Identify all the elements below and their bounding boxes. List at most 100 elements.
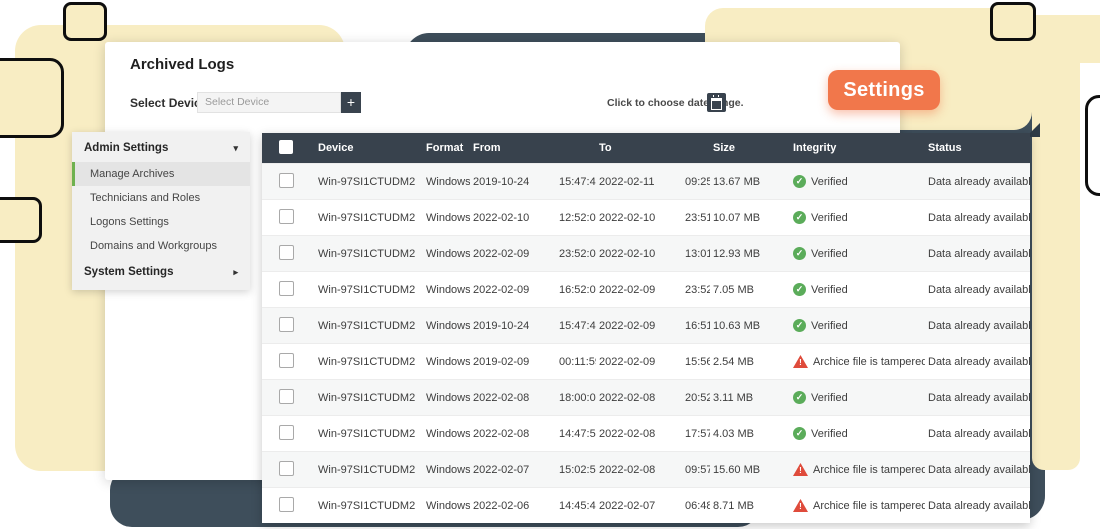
plus-icon: + xyxy=(346,94,356,110)
add-device-button[interactable]: + xyxy=(341,92,361,113)
check-icon xyxy=(793,247,806,260)
size-cell: 7.05 MB xyxy=(713,283,754,296)
status-cell: Data already available. xyxy=(928,175,1030,188)
from-date: 2022-02-09 xyxy=(473,247,530,260)
integrity-label: Archice file is tampered. xyxy=(813,355,925,368)
status-cell: Data already available. xyxy=(928,211,1030,224)
to-cell: 2022-02-08 20:52:33 xyxy=(596,392,710,404)
status-cell: Data already available. xyxy=(928,463,1030,476)
column-header-format[interactable]: Format xyxy=(426,142,464,154)
integrity-label: Verified xyxy=(811,391,848,404)
sidebar-item-admin-settings[interactable]: Admin Settings ▾ xyxy=(84,142,238,154)
from-date: 2022-02-09 xyxy=(473,283,530,296)
integrity-label: Verified xyxy=(811,283,848,296)
to-cell: 2022-02-09 23:52:01 xyxy=(596,284,710,296)
admin-settings-menu: Admin Settings ▾ Manage Archives Technic… xyxy=(72,132,250,290)
from-cell: 2022-02-09 16:52:02 xyxy=(470,284,596,296)
row-checkbox[interactable] xyxy=(279,424,294,440)
to-cell: 2022-02-09 15:56:01 xyxy=(596,356,710,368)
decoration-key-icon xyxy=(1085,95,1100,196)
integrity-label: Verified xyxy=(811,175,848,188)
column-header-integrity[interactable]: Integrity xyxy=(793,142,837,154)
check-icon xyxy=(793,427,806,440)
decoration-key-icon xyxy=(0,58,64,138)
from-date: 2022-02-07 xyxy=(473,463,530,476)
to-time: 13:01:55 xyxy=(685,247,710,260)
format-cell: Windows xyxy=(426,247,470,260)
status-cell: Data already available. xyxy=(928,391,1030,404)
size-cell: 10.07 MB xyxy=(713,211,761,224)
sidebar-item-technicians-and-roles[interactable]: Technicians and Roles xyxy=(90,192,201,204)
warning-icon xyxy=(793,463,808,476)
integrity-label: Verified xyxy=(811,247,848,260)
sidebar-item-domains-and-workgroups[interactable]: Domains and Workgroups xyxy=(90,240,217,252)
from-time: 00:11:59 xyxy=(559,355,596,368)
decoration-key-icon xyxy=(63,2,107,41)
from-time: 18:00:01 xyxy=(559,391,596,404)
row-checkbox[interactable] xyxy=(279,172,294,188)
check-icon xyxy=(793,175,806,188)
format-cell: Windows xyxy=(426,499,470,512)
row-checkbox[interactable] xyxy=(279,388,294,404)
column-header-to[interactable]: To xyxy=(599,142,612,154)
to-time: 15:56:01 xyxy=(685,355,710,368)
sidebar-item-system-settings[interactable]: System Settings ▸ xyxy=(84,266,238,278)
integrity-cell: Verified xyxy=(790,427,925,440)
sidebar-item-manage-archives[interactable]: Manage Archives xyxy=(72,162,250,186)
from-date: 2019-10-24 xyxy=(473,175,530,188)
integrity-cell: Verified xyxy=(790,175,925,188)
to-date: 2022-02-08 xyxy=(599,427,656,440)
table-row: Win-97SI1CTUDM2 Windows 2019-02-09 00:11:… xyxy=(262,343,1030,379)
from-time: 16:52:02 xyxy=(559,283,596,296)
to-time: 20:52:33 xyxy=(685,391,710,404)
table-row: Win-97SI1CTUDM2 Windows 2022-02-06 14:45:… xyxy=(262,487,1030,523)
row-checkbox[interactable] xyxy=(279,280,294,296)
from-cell: 2019-02-09 00:11:59 xyxy=(470,356,596,368)
device-select-input[interactable]: Select Device xyxy=(197,92,341,113)
device-cell: Win-97SI1CTUDM2 xyxy=(318,247,416,260)
from-date: 2022-02-08 xyxy=(473,391,530,404)
column-header-size[interactable]: Size xyxy=(713,142,736,154)
sidebar-item-logons-settings[interactable]: Logons Settings xyxy=(90,216,169,228)
status-cell: Data already available. xyxy=(928,355,1030,368)
from-time: 14:45:44 xyxy=(559,499,596,512)
table-row: Win-97SI1CTUDM2 Windows 2019-10-24 15:47:… xyxy=(262,307,1030,343)
row-checkbox[interactable] xyxy=(279,208,294,224)
row-checkbox[interactable] xyxy=(279,460,294,476)
from-time: 12:52:02 xyxy=(559,211,596,224)
from-cell: 2022-02-08 14:47:54 xyxy=(470,428,596,440)
from-time: 15:47:45 xyxy=(559,175,596,188)
row-checkbox[interactable] xyxy=(279,244,294,260)
status-cell: Data already available. xyxy=(928,247,1030,260)
integrity-label: Archice file is tampered. xyxy=(813,463,925,476)
from-cell: 2022-02-08 18:00:01 xyxy=(470,392,596,404)
integrity-cell: Verified xyxy=(790,211,925,224)
column-header-device[interactable]: Device xyxy=(318,142,354,154)
check-icon xyxy=(793,391,806,404)
table-row: Win-97SI1CTUDM2 Windows 2022-02-09 16:52:… xyxy=(262,271,1030,307)
settings-button[interactable]: Settings xyxy=(828,70,940,110)
to-time: 09:25:08 xyxy=(685,175,710,188)
from-time: 14:47:54 xyxy=(559,427,596,440)
integrity-cell: Verified xyxy=(790,319,925,332)
from-time: 23:52:02 xyxy=(559,247,596,260)
select-all-checkbox[interactable] xyxy=(279,139,293,154)
table-row: Win-97SI1CTUDM2 Windows 2022-02-07 15:02:… xyxy=(262,451,1030,487)
format-cell: Windows xyxy=(426,391,470,404)
device-cell: Win-97SI1CTUDM2 xyxy=(318,283,416,296)
size-cell: 4.03 MB xyxy=(713,427,754,440)
size-cell: 8.71 MB xyxy=(713,499,754,512)
date-range-picker-button[interactable] xyxy=(707,93,726,112)
to-time: 23:51:57 xyxy=(685,211,710,224)
integrity-cell: Verified xyxy=(790,283,925,296)
row-checkbox[interactable] xyxy=(279,316,294,332)
row-checkbox[interactable] xyxy=(279,352,294,368)
column-header-from[interactable]: From xyxy=(473,142,501,154)
row-checkbox[interactable] xyxy=(279,496,294,512)
column-header-status[interactable]: Status xyxy=(928,142,962,154)
to-date: 2022-02-09 xyxy=(599,283,656,296)
to-time: 17:57:53 xyxy=(685,427,710,440)
check-icon xyxy=(793,283,806,296)
integrity-cell: Archice file is tampered. xyxy=(790,355,925,368)
caret-down-icon: ▾ xyxy=(233,142,238,153)
